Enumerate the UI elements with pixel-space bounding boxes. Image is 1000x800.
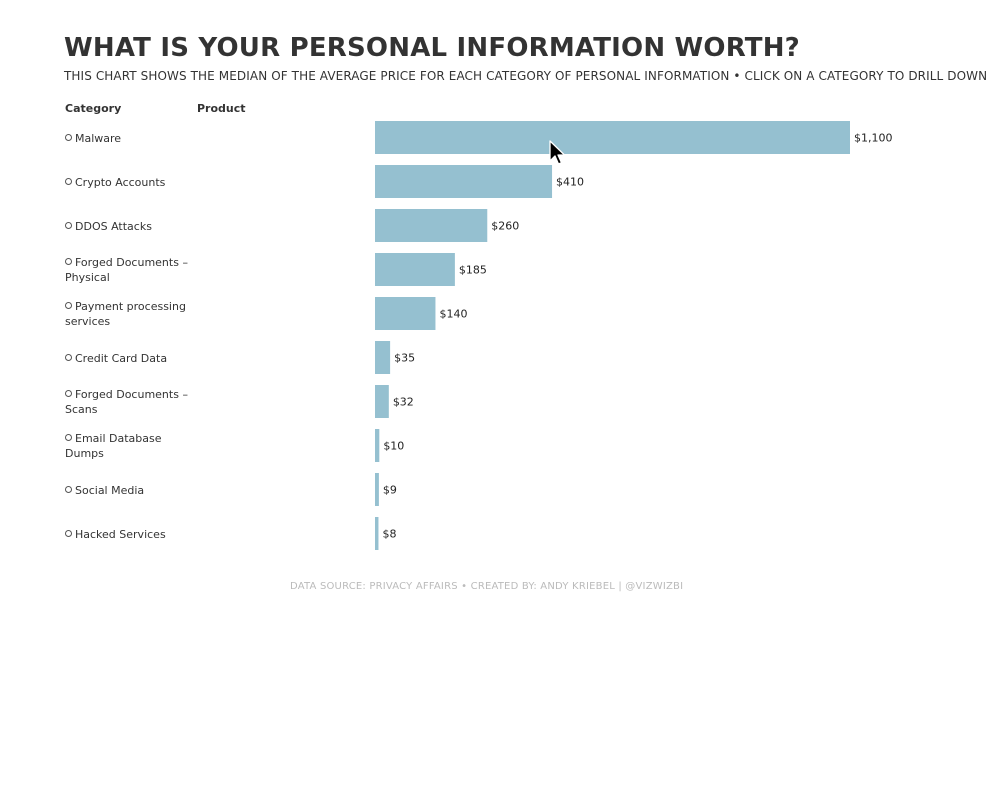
footer-credits: DATA SOURCE: PRIVACY AFFAIRS • CREATED B… <box>290 581 684 592</box>
category-label-text: Crypto Accounts <box>75 175 166 189</box>
circle-icon <box>65 221 72 229</box>
category-label[interactable]: Email Database Dumps <box>65 429 189 463</box>
value-label: $140 <box>439 308 467 321</box>
category-label-text: Hacked Services <box>75 527 166 541</box>
bar-8[interactable] <box>375 473 379 506</box>
bar-7[interactable] <box>375 429 380 462</box>
bar-0[interactable] <box>375 121 850 154</box>
bar-6[interactable] <box>375 385 389 418</box>
value-label: $260 <box>491 220 519 233</box>
circle-icon <box>65 258 72 265</box>
category-label-text: Payment processing services <box>65 300 186 328</box>
chart-title: WHAT IS YOUR PERSONAL INFORMATION WORTH? <box>64 33 800 63</box>
circle-icon <box>65 177 72 185</box>
value-label: $35 <box>394 352 415 365</box>
circle-icon <box>65 133 72 141</box>
category-label-text: Forged Documents – Scans <box>65 388 188 416</box>
circle-icon <box>65 434 72 441</box>
value-label: $9 <box>383 484 397 497</box>
value-label: $8 <box>382 528 396 541</box>
category-label-text: DDOS Attacks <box>75 219 152 233</box>
value-label: $410 <box>556 176 584 189</box>
category-label[interactable]: Forged Documents – Physical <box>65 253 189 287</box>
value-label: $185 <box>459 264 487 277</box>
bar-9[interactable] <box>375 517 379 550</box>
bar-3[interactable] <box>375 253 455 286</box>
category-label-text: Social Media <box>75 483 145 497</box>
circle-icon <box>65 529 72 537</box>
value-label: $32 <box>393 396 414 409</box>
bar-2[interactable] <box>375 209 488 242</box>
category-label-text: Credit Card Data <box>75 351 168 365</box>
value-label: $1,100 <box>854 132 893 145</box>
category-label[interactable]: Credit Card Data <box>65 341 189 375</box>
category-label[interactable]: DDOS Attacks <box>65 209 189 243</box>
circle-icon <box>65 302 72 309</box>
mouse-pointer-icon <box>549 140 566 165</box>
bar-4[interactable] <box>375 297 436 330</box>
bar-5[interactable] <box>375 341 391 374</box>
category-label-text: Forged Documents – Physical <box>65 256 188 284</box>
circle-icon <box>65 390 72 397</box>
category-label[interactable]: Malware <box>65 121 189 155</box>
category-label-text: Email Database Dumps <box>65 432 162 460</box>
column-header-product: Product <box>197 102 246 115</box>
circle-icon <box>65 353 72 361</box>
column-header-category: Category <box>65 102 122 115</box>
circle-icon <box>65 485 72 493</box>
chart-subtitle: THIS CHART SHOWS THE MEDIAN OF THE AVERA… <box>64 69 988 83</box>
category-label[interactable]: Payment processing services <box>65 297 189 331</box>
category-label-text: Malware <box>75 131 122 145</box>
category-label[interactable]: Social Media <box>65 473 189 507</box>
value-label: $10 <box>383 440 404 453</box>
bar-1[interactable] <box>375 165 553 198</box>
category-label[interactable]: Hacked Services <box>65 517 189 551</box>
category-label[interactable]: Forged Documents – Scans <box>65 385 189 419</box>
category-label[interactable]: Crypto Accounts <box>65 165 189 199</box>
